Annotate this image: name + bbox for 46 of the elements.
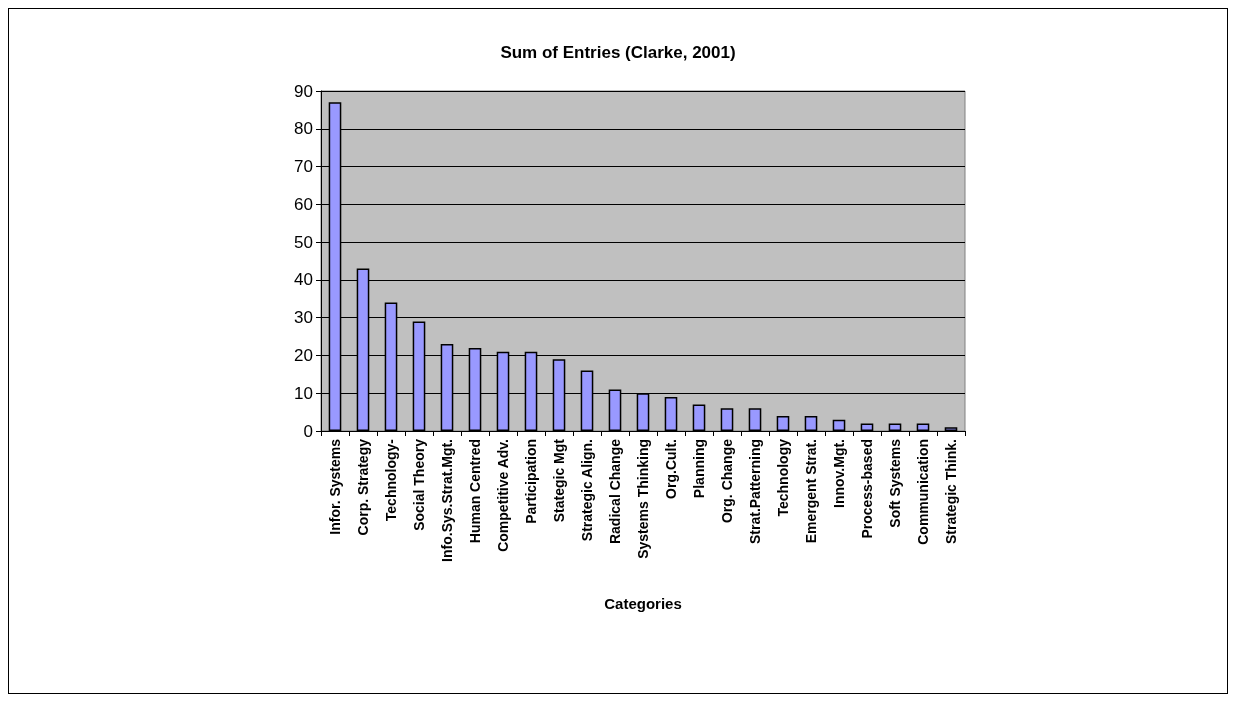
x-tick-label: Strat.Patterning xyxy=(747,439,763,545)
x-tick-label: Stategic Mgt xyxy=(551,438,567,523)
bar xyxy=(944,427,958,431)
y-tick-label: 90 xyxy=(294,81,313,101)
x-tick-label: Competitive Adv. xyxy=(495,439,511,552)
bar xyxy=(720,408,734,431)
x-tick-label: Human Centred xyxy=(467,439,483,544)
y-tick-label: 10 xyxy=(294,383,313,403)
y-tick-label: 80 xyxy=(294,119,313,139)
x-tick-label: Technology- xyxy=(383,438,399,522)
y-tick-label: 0 xyxy=(303,421,313,441)
x-tick-label: Technology xyxy=(775,438,791,517)
x-tick-label: Info.Sys.Strat.Mgt. xyxy=(439,439,455,562)
y-tick-label: 20 xyxy=(294,345,313,365)
x-tick-label: Innov.Mgt. xyxy=(831,439,847,508)
x-tick-label: Participation xyxy=(523,439,539,524)
bar xyxy=(664,397,678,431)
bar xyxy=(888,423,902,431)
x-tick-label: Strategic Align. xyxy=(579,439,595,542)
x-tick-label: Org.Cult. xyxy=(663,439,679,499)
bar xyxy=(832,419,846,431)
chart-title: Sum of Entries (Clarke, 2001) xyxy=(500,43,736,62)
bar xyxy=(776,415,790,431)
bar xyxy=(804,415,818,431)
bar xyxy=(860,423,874,431)
x-tick-label: Strategic Think. xyxy=(943,439,959,545)
x-tick-label: Corp. Strategy xyxy=(355,438,371,536)
bar xyxy=(916,423,930,431)
x-tick-label: Org. Change xyxy=(719,438,735,524)
bar xyxy=(692,404,706,431)
y-tick-label: 50 xyxy=(294,232,313,252)
bar xyxy=(748,408,762,431)
y-tick-label: 30 xyxy=(294,308,313,328)
y-tick-label: 70 xyxy=(294,157,313,177)
y-tick-label: 40 xyxy=(294,270,313,290)
x-tick-label: Social Theory xyxy=(411,438,427,531)
x-tick-label: Infor. Systems xyxy=(327,438,343,535)
x-tick-label: Systems Thinking xyxy=(635,439,651,559)
x-tick-label: Soft Systems xyxy=(887,438,903,528)
x-tick-label: Planning xyxy=(691,439,707,499)
x-tick-label: Process-based xyxy=(859,439,875,539)
x-tick-label: Radical Change xyxy=(607,438,623,545)
y-tick-label: 60 xyxy=(294,194,313,214)
x-axis-title: Categories xyxy=(604,595,682,612)
x-tick-label: Emergent Strat. xyxy=(803,439,819,544)
x-tick-label: Communication xyxy=(915,439,931,545)
